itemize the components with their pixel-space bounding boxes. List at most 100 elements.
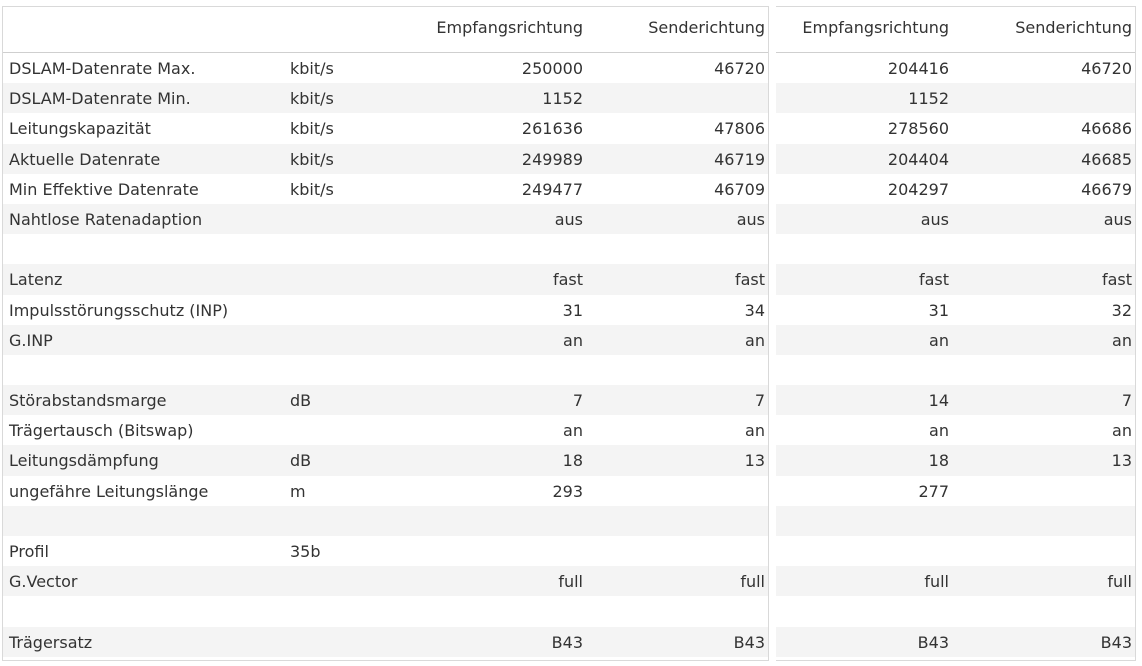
table-row: Latenz fast fast	[3, 264, 768, 295]
row-label: Leitungsdämpfung	[9, 451, 159, 471]
table-header-left: Empfangsrichtung Senderichtung	[3, 7, 768, 53]
row-unit: kbit/s	[290, 179, 334, 199]
table-row: full full	[776, 566, 1135, 597]
table-row: Profil 35b	[3, 536, 768, 566]
value-empfang: 204297	[887, 179, 949, 199]
row-unit: dB	[290, 451, 312, 471]
value-sende: 32	[1111, 300, 1132, 320]
value-sende: fast	[1101, 270, 1132, 290]
value-sende: an	[1112, 421, 1132, 441]
row-unit: kbit/s	[290, 149, 334, 169]
table-row: 18 13	[776, 445, 1135, 476]
table-row: 204297 46679	[776, 174, 1135, 204]
value-sende: 46679	[1081, 179, 1132, 199]
table-row: fast fast	[776, 264, 1135, 295]
row-label: Aktuelle Datenrate	[9, 149, 161, 169]
table-row: Trägertausch (Bitswap) an an	[3, 415, 768, 445]
row-label: Trägersatz	[9, 632, 93, 652]
table-row: Störabstandsmarge dB 7 7	[3, 385, 768, 416]
table-row: Aktuelle Datenrate kbit/s 249989 46719	[3, 143, 768, 174]
value-empfang: 249477	[521, 179, 583, 199]
table-row: DSLAM-Datenrate Min. kbit/s 1152	[3, 83, 768, 114]
dsl-info-table-left: Empfangsrichtung Senderichtung DSLAM-Dat…	[2, 6, 769, 661]
value-sende: B43	[1100, 632, 1132, 652]
table-row: 14 7	[776, 385, 1135, 416]
table-row	[3, 505, 768, 536]
value-empfang: 14	[928, 391, 949, 411]
value-sende: 7	[754, 391, 765, 411]
table-row	[776, 355, 1135, 385]
table-row: G.Vector full full	[3, 566, 768, 597]
header-senderichtung: Senderichtung	[648, 18, 765, 37]
row-label: ungefähre Leitungslänge	[9, 481, 209, 501]
row-label: G.INP	[9, 330, 53, 350]
row-unit: 35b	[290, 542, 321, 561]
value-sende: an	[1112, 330, 1132, 350]
row-unit: kbit/s	[290, 119, 334, 139]
table-row: Leitungskapazität kbit/s 261636 47806	[3, 113, 768, 143]
table-row: an an	[776, 324, 1135, 355]
value-sende: 47806	[714, 119, 765, 139]
value-sende: 13	[1111, 451, 1132, 471]
row-label: Leitungskapazität	[9, 119, 151, 139]
value-sende: 46719	[714, 149, 765, 169]
value-empfang: aus	[920, 209, 949, 229]
value-empfang: 250000	[521, 59, 583, 78]
value-sende: 46709	[714, 179, 765, 199]
table-header-right: Empfangsrichtung Senderichtung	[776, 7, 1135, 53]
value-sende: full	[740, 572, 765, 592]
table-row: B43 B43	[776, 626, 1135, 657]
row-unit: kbit/s	[290, 89, 334, 109]
value-sende: 46686	[1081, 119, 1132, 139]
row-label: DSLAM-Datenrate Min.	[9, 89, 191, 109]
table-row: DSLAM-Datenrate Max. kbit/s 250000 46720	[3, 53, 768, 83]
value-empfang: 249989	[521, 149, 583, 169]
table-row: G.INP an an	[3, 324, 768, 355]
value-sende: 34	[744, 300, 765, 320]
table-row	[3, 234, 768, 264]
value-sende: 7	[1121, 391, 1132, 411]
value-empfang: aus	[554, 209, 583, 229]
table-row	[776, 505, 1135, 536]
value-empfang: an	[929, 421, 949, 441]
value-empfang: 1152	[908, 89, 949, 109]
table-row: 1152	[776, 83, 1135, 114]
table-row: aus aus	[776, 203, 1135, 235]
value-empfang: 18	[928, 451, 949, 471]
value-sende: 46720	[714, 59, 765, 78]
table-row: Impulsstörungsschutz (INP) 31 34	[3, 295, 768, 325]
value-empfang: an	[563, 421, 583, 441]
table-row: 277	[776, 476, 1135, 506]
row-label: G.Vector	[9, 572, 78, 592]
table-row: Trägersatz B43 B43	[3, 626, 768, 657]
value-empfang: 278560	[887, 119, 949, 139]
value-empfang: 31	[562, 300, 583, 320]
table-row	[3, 355, 768, 385]
table-row	[776, 234, 1135, 264]
value-empfang: fast	[918, 270, 949, 290]
value-empfang: 293	[552, 481, 583, 501]
row-label: Nahtlose Ratenadaption	[9, 209, 203, 229]
value-empfang: 204416	[887, 59, 949, 78]
dsl-info-table-right: Empfangsrichtung Senderichtung 204416 467…	[776, 6, 1136, 661]
value-empfang: 261636	[521, 119, 583, 139]
value-empfang: 7	[572, 391, 583, 411]
row-label: Profil	[9, 542, 49, 561]
value-empfang: B43	[917, 632, 949, 652]
table-row: an an	[776, 415, 1135, 445]
row-label: Min Effektive Datenrate	[9, 179, 199, 199]
value-sende: 46720	[1081, 59, 1132, 78]
value-empfang: 18	[562, 451, 583, 471]
row-unit: kbit/s	[290, 59, 334, 78]
value-empfang: full	[924, 572, 949, 592]
table-row: 31 32	[776, 295, 1135, 325]
value-empfang: an	[563, 330, 583, 350]
row-label: Trägertausch (Bitswap)	[9, 421, 194, 441]
row-label: Latenz	[9, 270, 63, 290]
value-sende: 13	[744, 451, 765, 471]
row-label: DSLAM-Datenrate Max.	[9, 59, 196, 78]
table-row	[3, 596, 768, 626]
value-empfang: full	[558, 572, 583, 592]
value-empfang: an	[929, 330, 949, 350]
value-empfang: 31	[928, 300, 949, 320]
